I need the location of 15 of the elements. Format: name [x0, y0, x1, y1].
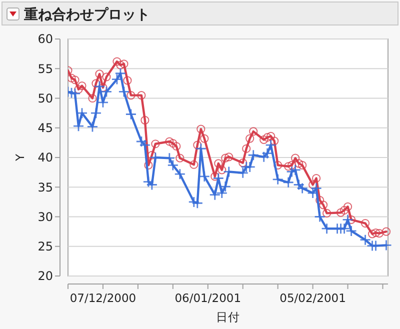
x-tick-label: 06/01/2001 [174, 291, 242, 305]
x-axis-title: 日付 [216, 310, 240, 324]
y-tick-label: 40 [38, 150, 53, 165]
x-tick-label: 07/12/2000 [70, 291, 136, 305]
y-tick-label: 30 [38, 210, 53, 224]
y-tick-label: 20 [38, 269, 53, 284]
y-tick-label: 60 [38, 32, 53, 46]
y-tick-label: 25 [38, 240, 53, 254]
y-tick-label: 55 [38, 62, 53, 76]
y-axis-title: Y [13, 153, 27, 162]
x-tick-label: 05/02/2001 [280, 291, 346, 305]
y-tick-label: 45 [38, 121, 53, 136]
y-tick-label: 35 [38, 180, 53, 194]
chart-title: 重ね合わせプロット [23, 6, 150, 23]
y-tick-label: 50 [38, 91, 53, 106]
